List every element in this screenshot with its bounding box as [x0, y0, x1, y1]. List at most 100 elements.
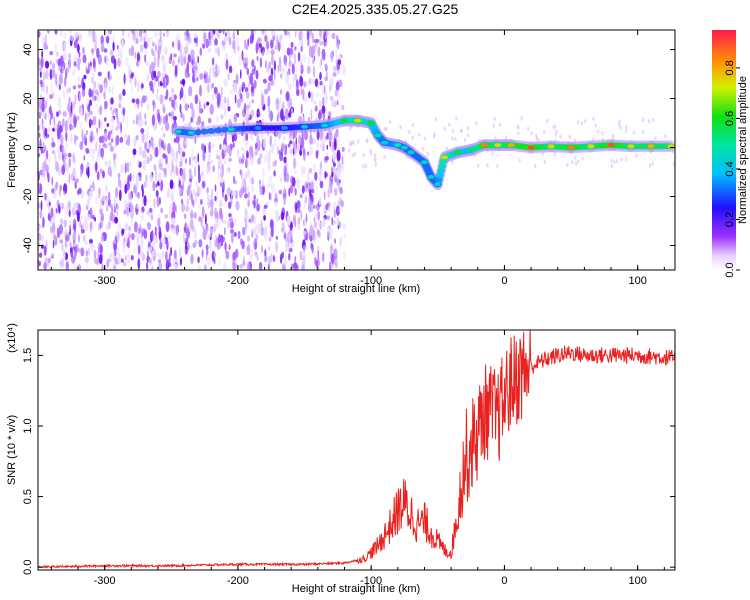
noise-speckle — [247, 262, 250, 270]
noise-speckle — [141, 83, 144, 89]
noise-speckle — [43, 145, 47, 151]
noise-speckle — [69, 247, 72, 253]
noise-speckle — [48, 154, 51, 166]
noise-speckle — [210, 198, 214, 209]
noise-speckle — [269, 135, 272, 147]
noise-speckle — [302, 166, 306, 174]
noise-speckle — [108, 191, 111, 201]
noise-speckle — [207, 154, 211, 161]
noise-speckle — [215, 63, 218, 72]
signal-core — [437, 167, 446, 174]
noise-speckle — [178, 55, 180, 64]
noise-speckle — [245, 104, 250, 110]
x-tick-label: 0 — [501, 575, 507, 587]
noise-speckle — [134, 52, 137, 59]
noise-speckle — [68, 219, 71, 232]
faint-speckle — [566, 162, 569, 167]
noise-speckle — [110, 55, 115, 64]
noise-speckle — [273, 70, 276, 81]
noise-speckle — [187, 53, 191, 62]
noise-speckle — [39, 122, 44, 131]
noise-speckle — [127, 64, 132, 77]
faint-speckle — [583, 119, 587, 124]
noise-speckle — [81, 107, 83, 117]
noise-speckle — [316, 230, 321, 236]
noise-speckle — [142, 228, 146, 237]
noise-speckle — [308, 91, 311, 99]
noise-speckle — [141, 36, 145, 41]
noise-speckle — [62, 111, 67, 117]
noise-speckle — [175, 204, 177, 214]
noise-speckle — [275, 235, 278, 240]
noise-speckle — [115, 153, 117, 159]
noise-speckle — [232, 251, 237, 261]
noise-speckle — [141, 95, 146, 104]
noise-speckle — [55, 208, 58, 214]
noise-speckle — [312, 250, 315, 257]
noise-speckle — [336, 216, 340, 226]
noise-speckle — [81, 133, 84, 145]
noise-speckle — [285, 172, 290, 183]
noise-speckle — [202, 43, 206, 49]
noise-speckle — [40, 57, 44, 68]
noise-speckle — [209, 159, 213, 164]
noise-speckle — [65, 141, 68, 150]
colorbar-tick-label: 0.4 — [724, 161, 736, 176]
colorbar-gradient — [712, 30, 736, 270]
noise-speckle — [69, 34, 74, 42]
noise-speckle — [198, 203, 201, 210]
noise-speckle — [211, 92, 214, 102]
noise-speckle — [295, 30, 298, 33]
noise-speckle — [217, 45, 220, 50]
noise-speckle — [319, 58, 322, 69]
noise-speckle — [308, 116, 310, 122]
noise-speckle — [185, 205, 190, 212]
noise-speckle — [41, 170, 46, 178]
noise-speckle — [172, 150, 175, 162]
noise-speckle — [54, 43, 57, 53]
spectrogram-frame — [37, 29, 676, 271]
noise-speckle — [50, 109, 53, 120]
noise-speckle — [65, 261, 69, 270]
noise-speckle — [38, 241, 41, 248]
noise-speckle — [77, 43, 80, 54]
noise-speckle — [153, 164, 157, 171]
noise-speckle — [122, 244, 126, 254]
noise-speckle — [285, 91, 290, 102]
noise-speckle — [91, 214, 95, 220]
noise-speckle — [165, 250, 168, 262]
noise-speckle — [235, 73, 239, 85]
colorbar-tick-label: 0.8 — [724, 60, 736, 75]
noise-speckle — [168, 206, 173, 218]
noise-speckle — [58, 109, 62, 116]
noise-speckle — [157, 217, 161, 227]
noise-speckle — [124, 199, 127, 209]
noise-speckle — [72, 202, 77, 214]
noise-speckle — [284, 149, 288, 156]
faint-speckle — [385, 126, 388, 132]
noise-speckle — [287, 116, 291, 128]
noise-speckle — [290, 41, 294, 48]
noise-speckle — [68, 58, 71, 69]
noise-speckle — [264, 155, 267, 164]
signal-peak — [567, 145, 575, 150]
noise-speckle — [129, 160, 131, 168]
faint-speckle — [620, 157, 623, 162]
noise-speckle — [114, 196, 117, 208]
noise-speckle — [242, 226, 246, 236]
faint-speckle — [672, 162, 675, 167]
noise-speckle — [87, 166, 90, 179]
signal-peak — [441, 155, 448, 160]
noise-speckle — [302, 88, 305, 101]
noise-speckle — [253, 79, 257, 89]
noise-speckle — [168, 253, 171, 266]
noise-speckle — [86, 261, 89, 269]
noise-speckle — [59, 218, 64, 225]
noise-speckle — [64, 240, 68, 248]
noise-speckle — [294, 256, 297, 265]
noise-speckle — [239, 264, 244, 269]
faint-speckle — [625, 124, 628, 130]
noise-speckle — [160, 237, 163, 243]
noise-speckle — [269, 110, 274, 122]
noise-speckle — [193, 33, 197, 39]
